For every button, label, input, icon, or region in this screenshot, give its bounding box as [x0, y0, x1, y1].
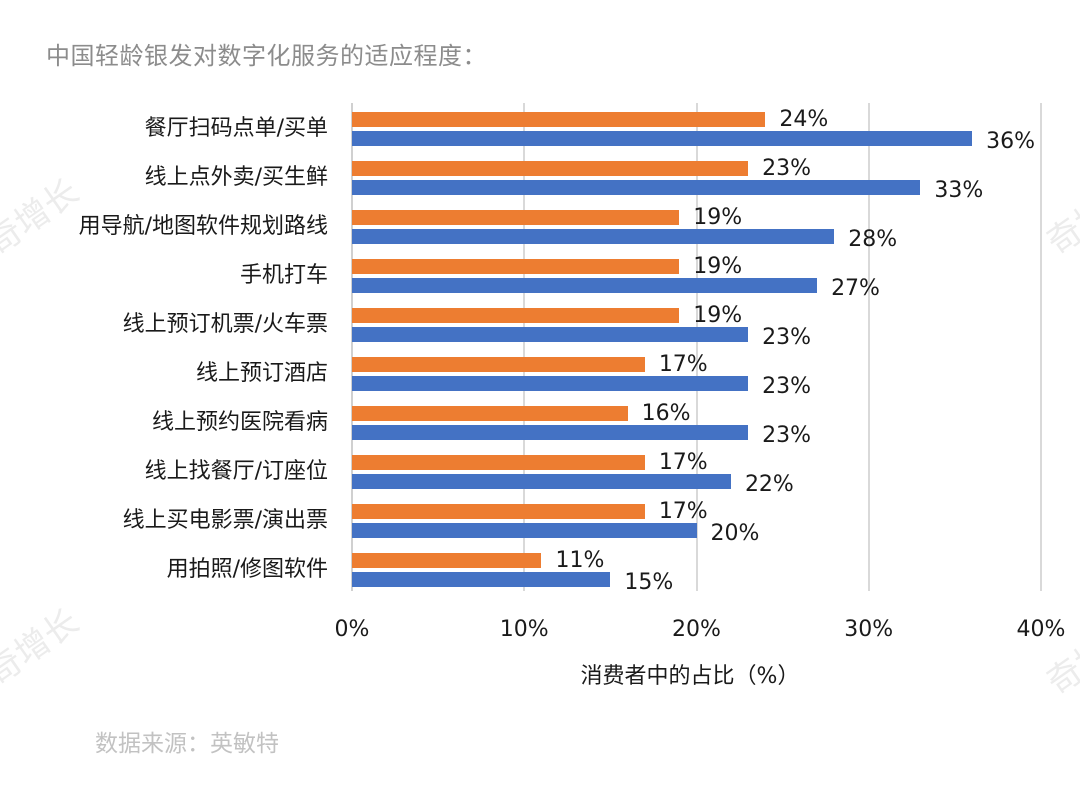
bar: [352, 259, 680, 274]
data-label: 15%: [624, 570, 674, 595]
data-label: 24%: [779, 107, 829, 132]
bar: [352, 327, 749, 342]
data-source: 数据来源：英敏特: [95, 731, 279, 757]
bar: [352, 278, 818, 293]
watermark: 奇增长: [0, 601, 87, 694]
bar: [352, 229, 835, 244]
bar: [352, 112, 766, 127]
bar: [352, 357, 645, 372]
bar: [352, 474, 731, 489]
data-label: 28%: [848, 227, 898, 252]
category-label: 线上找餐厅/订座位: [144, 459, 328, 484]
category-label: 手机打车: [239, 263, 328, 288]
bar: [352, 131, 973, 146]
bar: [352, 210, 680, 225]
data-label: 23%: [762, 374, 812, 399]
data-label: 20%: [710, 521, 760, 546]
category-label: 用导航/地图软件规划路线: [78, 214, 328, 239]
gridline: [867, 103, 870, 591]
category-label: 线上点外卖/买生鲜: [144, 165, 328, 190]
data-label: 23%: [762, 423, 812, 448]
bar: [352, 376, 749, 391]
bar: [352, 523, 697, 538]
bar: [352, 504, 645, 519]
data-label: 22%: [744, 472, 794, 497]
bar: [352, 308, 680, 323]
gridline: [523, 103, 526, 591]
watermark: 奇增长: [0, 171, 87, 264]
category-label: 线上预订酒店: [195, 361, 328, 386]
category-label: 线上买电影票/演出票: [122, 508, 328, 533]
bar: [352, 425, 749, 440]
x-tick-label: 40%: [1016, 617, 1066, 642]
data-label: 19%: [693, 205, 743, 230]
x-tick-label: 0%: [334, 617, 370, 642]
data-label: 33%: [934, 178, 984, 203]
x-tick-label: 20%: [672, 617, 721, 642]
data-label: 17%: [658, 352, 708, 377]
category-label: 用拍照/修图软件: [166, 557, 328, 582]
x-tick-label: 30%: [844, 617, 894, 642]
plot-area: 24% 36% 23% 33% 19% 28% 19% 27% 19% 23% 17% 23% 16% 2…: [351, 103, 1042, 595]
data-label: 27%: [831, 276, 880, 301]
data-label: 11%: [555, 548, 605, 573]
data-label: 16%: [641, 401, 691, 426]
bar: [352, 161, 749, 176]
category-label: 餐厅扫码点单/买单: [144, 116, 328, 141]
bar: [352, 406, 628, 421]
gridline: [1040, 103, 1042, 591]
data-label: 36%: [986, 129, 1035, 154]
category-label: 线上预约医院看病: [151, 410, 328, 435]
gridline: [695, 103, 698, 591]
data-label: 19%: [693, 254, 743, 279]
gridline: [351, 103, 353, 591]
bar: [352, 180, 921, 195]
data-label: 23%: [762, 156, 812, 181]
data-label: 17%: [658, 450, 708, 475]
x-tick-label: 10%: [499, 617, 549, 642]
bar: [352, 455, 645, 470]
bar: [352, 553, 542, 568]
data-label: 19%: [693, 303, 743, 328]
bar: [352, 572, 611, 587]
x-axis-label: 消费者中的占比（%）: [580, 664, 800, 689]
data-label: 17%: [658, 499, 708, 524]
category-label: 线上预订机票/火车票: [122, 312, 328, 337]
chart-title: 中国轻龄银发对数字化服务的适应程度：: [46, 42, 487, 70]
data-label: 23%: [762, 325, 812, 350]
